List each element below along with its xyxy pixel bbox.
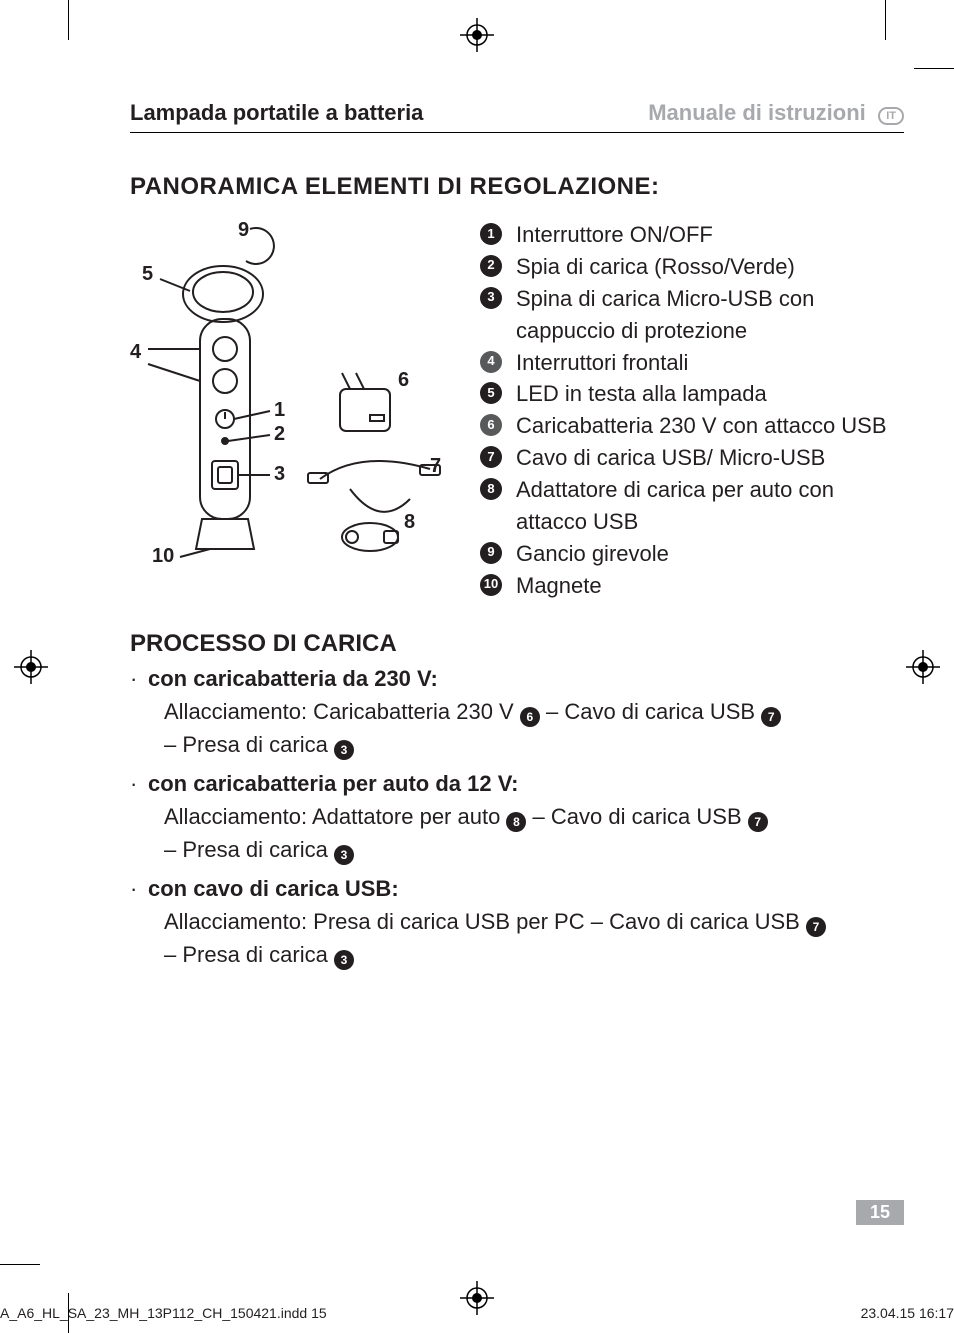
legend-item: 9 Gancio girevole [480,538,904,570]
process-item-body: Allacciamento: Adattatore per auto 8 – C… [130,800,904,866]
legend-item: 4 Interruttori frontali [480,347,904,379]
process-item-head-text: con caricabatteria per auto da 12 V: [148,771,518,796]
diagram-label-7: 7 [430,455,441,478]
process-text: – Cavo di carica USB [540,699,761,724]
legend-number-icon: 5 [480,382,502,404]
legend-item: 6 Caricabatteria 230 V con attacco USB [480,410,904,442]
process-list: ·con caricabatteria da 230 V: Allacciame… [130,662,904,971]
legend-number-icon: 9 [480,542,502,564]
registration-mark-icon [14,650,48,684]
legend-item: 7 Cavo di carica USB/ Micro-USB [480,442,904,474]
language-badge: IT [878,107,904,125]
legend-text: Gancio girevole [516,538,669,570]
legend-number-icon: 6 [480,414,502,436]
diagram-label-10: 10 [152,545,174,568]
page-number: 15 [856,1200,904,1225]
header-right-group: Manuale di istruzioni IT [648,100,904,126]
process-text: – Cavo di carica USB [526,804,747,829]
crop-mark [0,1264,40,1265]
process-text: Allacciamento: Caricabatteria 230 V [164,699,520,724]
registration-mark-icon [460,18,494,52]
ref-number-icon: 7 [806,917,826,937]
process-text: Allacciamento: Presa di carica USB per P… [164,909,806,934]
process-item: ·con caricabatteria da 230 V: Allacciame… [130,662,904,761]
crop-mark [914,68,954,69]
diagram-label-3: 3 [274,463,285,486]
process-item-body: Allacciamento: Caricabatteria 230 V 6 – … [130,695,904,761]
process-text: Allacciamento: Adattatore per auto [164,804,506,829]
legend-number-icon: 1 [480,223,502,245]
ref-number-icon: 3 [334,740,354,760]
footer-timestamp: 23.04.15 16:17 [861,1305,954,1321]
process-item-head-text: con caricabatteria da 230 V: [148,666,438,691]
page-header: Lampada portatile a batteria Manuale di … [130,100,904,133]
crop-mark [68,0,69,40]
legend-text: Interruttore ON/OFF [516,219,713,251]
process-item-head-text: con cavo di carica USB: [148,876,399,901]
legend-text: Cavo di carica USB/ Micro-USB [516,442,825,474]
legend-item: 1 Interruttore ON/OFF [480,219,904,251]
header-title-right: Manuale di istruzioni [648,100,866,125]
process-item-body: Allacciamento: Presa di carica USB per P… [130,905,904,971]
ref-number-icon: 3 [334,845,354,865]
process-item-head: ·con caricabatteria da 230 V: [130,662,904,695]
legend-text: Spia di carica (Rosso/Verde) [516,251,795,283]
legend-item: 2 Spia di carica (Rosso/Verde) [480,251,904,283]
diagram-svg [130,219,450,579]
legend-text: LED in testa alla lampada [516,378,767,410]
legend-item: 8 Adattatore di carica per auto con attac… [480,474,904,538]
ref-number-icon: 7 [761,707,781,727]
legend-item: 5 LED in testa alla lampada [480,378,904,410]
legend-number-icon: 8 [480,478,502,500]
legend-number-icon: 2 [480,255,502,277]
legend-text: Magnete [516,570,602,602]
footer-filename: A_A6_HL_SA_23_MH_13P112_CH_150421.indd 1… [0,1305,327,1321]
diagram-label-2: 2 [274,423,285,446]
process-item-head: ·con caricabatteria per auto da 12 V: [130,767,904,800]
product-diagram: 9 5 4 1 2 3 6 7 8 10 [130,219,450,579]
diagram-label-8: 8 [404,511,415,534]
diagram-label-5: 5 [142,263,153,286]
process-text: – Presa di carica [164,732,334,757]
legend-text: Adattatore di carica per auto con attacc… [516,474,904,538]
section-title: PANORAMICA ELEMENTI DI REGOLAZIONE: [130,173,904,201]
legend-number-icon: 4 [480,351,502,373]
legend-list: 1 Interruttore ON/OFF 2 Spia di carica (Ro… [480,219,904,602]
crop-mark [885,0,886,40]
legend-text: Spina di carica Micro-USB con cappuccio … [516,283,904,347]
legend-number-icon: 3 [480,287,502,309]
diagram-label-6: 6 [398,369,409,392]
ref-number-icon: 3 [334,950,354,970]
page-content: Lampada portatile a batteria Manuale di … [70,70,954,1263]
ref-number-icon: 6 [520,707,540,727]
ref-number-icon: 7 [748,812,768,832]
process-item: ·con caricabatteria per auto da 12 V: Al… [130,767,904,866]
overview-block: 9 5 4 1 2 3 6 7 8 10 1 Interruttore ON/OF… [130,219,904,602]
diagram-label-1: 1 [274,399,285,422]
legend-item: 3 Spina di carica Micro-USB con cappuccio… [480,283,904,347]
process-item-head: ·con cavo di carica USB: [130,872,904,905]
process-text: – Presa di carica [164,942,334,967]
diagram-label-4: 4 [130,341,141,364]
registration-mark-icon [460,1281,494,1315]
ref-number-icon: 8 [506,812,526,832]
legend-text: Interruttori frontali [516,347,688,379]
legend-item: 10 Magnete [480,570,904,602]
legend-number-icon: 7 [480,446,502,468]
diagram-label-9: 9 [238,219,249,242]
legend-text: Caricabatteria 230 V con attacco USB [516,410,887,442]
process-item: ·con cavo di carica USB: Allacciamento: … [130,872,904,971]
process-text: – Presa di carica [164,837,334,862]
process-title: PROCESSO DI CARICA [130,630,904,658]
header-title-left: Lampada portatile a batteria [130,100,423,126]
legend-number-icon: 10 [480,574,502,596]
